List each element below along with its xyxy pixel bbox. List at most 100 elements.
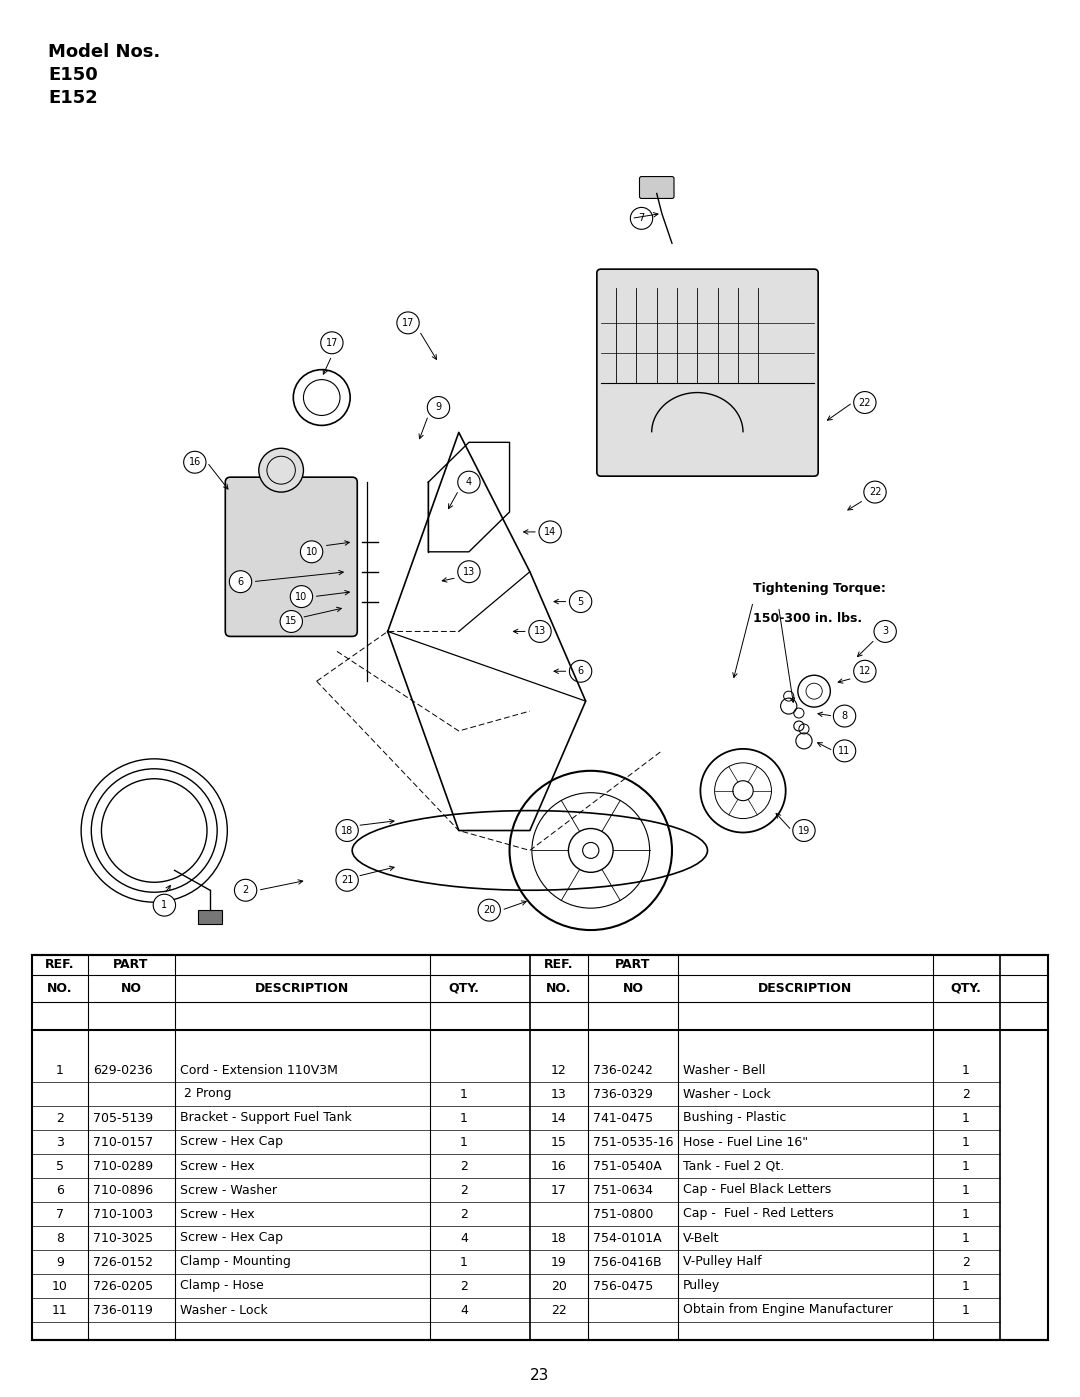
Text: Cap - Fuel Black Letters: Cap - Fuel Black Letters [683, 1183, 832, 1196]
Text: 741-0475: 741-0475 [593, 1112, 653, 1125]
Text: 736-0242: 736-0242 [593, 1063, 653, 1077]
FancyBboxPatch shape [639, 176, 674, 198]
FancyBboxPatch shape [226, 478, 357, 637]
Text: 6: 6 [238, 577, 244, 587]
Text: 3: 3 [882, 626, 888, 637]
Text: Screw - Hex: Screw - Hex [180, 1160, 255, 1172]
Circle shape [300, 541, 323, 563]
Text: 1: 1 [460, 1136, 468, 1148]
Text: 4: 4 [465, 478, 472, 488]
Text: 22: 22 [868, 488, 881, 497]
Circle shape [864, 481, 887, 503]
Circle shape [336, 869, 359, 891]
Text: 22: 22 [859, 398, 872, 408]
Text: 5: 5 [578, 597, 583, 606]
Text: QTY.: QTY. [950, 982, 982, 995]
Text: 9: 9 [56, 1256, 64, 1268]
Text: 705-5139: 705-5139 [93, 1112, 153, 1125]
Text: 2 Prong: 2 Prong [180, 1087, 231, 1101]
Circle shape [184, 451, 206, 474]
Text: 629-0236: 629-0236 [93, 1063, 152, 1077]
Text: 15: 15 [285, 616, 297, 626]
Text: PART: PART [616, 958, 650, 971]
Text: 2: 2 [962, 1087, 970, 1101]
Text: 12: 12 [551, 1063, 567, 1077]
Text: NO: NO [121, 982, 141, 995]
Text: 1: 1 [962, 1303, 970, 1316]
Text: 15: 15 [551, 1136, 567, 1148]
Text: 5: 5 [56, 1160, 64, 1172]
Text: 710-0289: 710-0289 [93, 1160, 153, 1172]
Text: 751-0540A: 751-0540A [593, 1160, 662, 1172]
Circle shape [234, 879, 257, 901]
Text: 20: 20 [483, 905, 496, 915]
Text: 13: 13 [551, 1087, 567, 1101]
Circle shape [478, 900, 500, 921]
Text: 13: 13 [463, 567, 475, 577]
Text: 18: 18 [341, 826, 353, 835]
Text: 1: 1 [962, 1207, 970, 1221]
Text: 14: 14 [551, 1112, 567, 1125]
Text: 2: 2 [460, 1160, 468, 1172]
Circle shape [793, 820, 815, 841]
Text: REF.: REF. [544, 958, 573, 971]
Text: DESCRIPTION: DESCRIPTION [255, 982, 349, 995]
Text: 1: 1 [460, 1112, 468, 1125]
Text: 10: 10 [52, 1280, 68, 1292]
Text: 1: 1 [161, 900, 167, 911]
Text: 22: 22 [551, 1303, 567, 1316]
Text: 6: 6 [56, 1183, 64, 1196]
Circle shape [321, 332, 343, 353]
Text: 150-300 in. lbs.: 150-300 in. lbs. [753, 612, 862, 624]
Circle shape [291, 585, 312, 608]
Text: Screw - Hex Cap: Screw - Hex Cap [180, 1232, 283, 1245]
Text: 17: 17 [326, 338, 338, 348]
Text: Tightening Torque:: Tightening Torque: [753, 581, 886, 595]
Text: Screw - Washer: Screw - Washer [180, 1183, 276, 1196]
Circle shape [336, 820, 359, 841]
Circle shape [834, 740, 855, 761]
Text: Bracket - Support Fuel Tank: Bracket - Support Fuel Tank [180, 1112, 352, 1125]
Text: 13: 13 [534, 626, 546, 637]
Text: 2: 2 [460, 1183, 468, 1196]
Circle shape [874, 620, 896, 643]
Circle shape [280, 610, 302, 633]
Text: 17: 17 [402, 319, 415, 328]
Circle shape [539, 521, 562, 543]
Text: 9: 9 [435, 402, 442, 412]
Text: 16: 16 [189, 457, 201, 467]
Text: Cap -  Fuel - Red Letters: Cap - Fuel - Red Letters [683, 1207, 834, 1221]
Text: 1: 1 [962, 1280, 970, 1292]
Text: 20: 20 [551, 1280, 567, 1292]
Circle shape [582, 842, 599, 858]
Text: Hose - Fuel Line 16": Hose - Fuel Line 16" [683, 1136, 808, 1148]
Text: 19: 19 [798, 826, 810, 835]
Text: 7: 7 [638, 214, 645, 224]
Text: 1: 1 [962, 1232, 970, 1245]
Text: E152: E152 [48, 89, 98, 108]
Text: 12: 12 [859, 666, 872, 676]
Text: 1: 1 [56, 1063, 64, 1077]
Text: NO.: NO. [48, 982, 72, 995]
Text: 736-0119: 736-0119 [93, 1303, 153, 1316]
Text: 1: 1 [962, 1063, 970, 1077]
Text: 2: 2 [962, 1256, 970, 1268]
Text: 1: 1 [962, 1183, 970, 1196]
Text: PART: PART [113, 958, 149, 971]
FancyBboxPatch shape [597, 270, 819, 476]
Text: NO: NO [622, 982, 644, 995]
Text: 14: 14 [544, 527, 556, 536]
Text: 10: 10 [306, 546, 318, 557]
Text: 6: 6 [578, 666, 583, 676]
Text: 11: 11 [52, 1303, 68, 1316]
Circle shape [569, 591, 592, 612]
Bar [32, 956, 1048, 1340]
Circle shape [259, 448, 303, 492]
Text: 19: 19 [551, 1256, 567, 1268]
Text: 1: 1 [460, 1087, 468, 1101]
Text: NO.: NO. [546, 982, 571, 995]
Text: 7: 7 [56, 1207, 64, 1221]
Text: 710-0157: 710-0157 [93, 1136, 153, 1148]
Text: 751-0634: 751-0634 [593, 1183, 653, 1196]
Text: V-Belt: V-Belt [683, 1232, 719, 1245]
